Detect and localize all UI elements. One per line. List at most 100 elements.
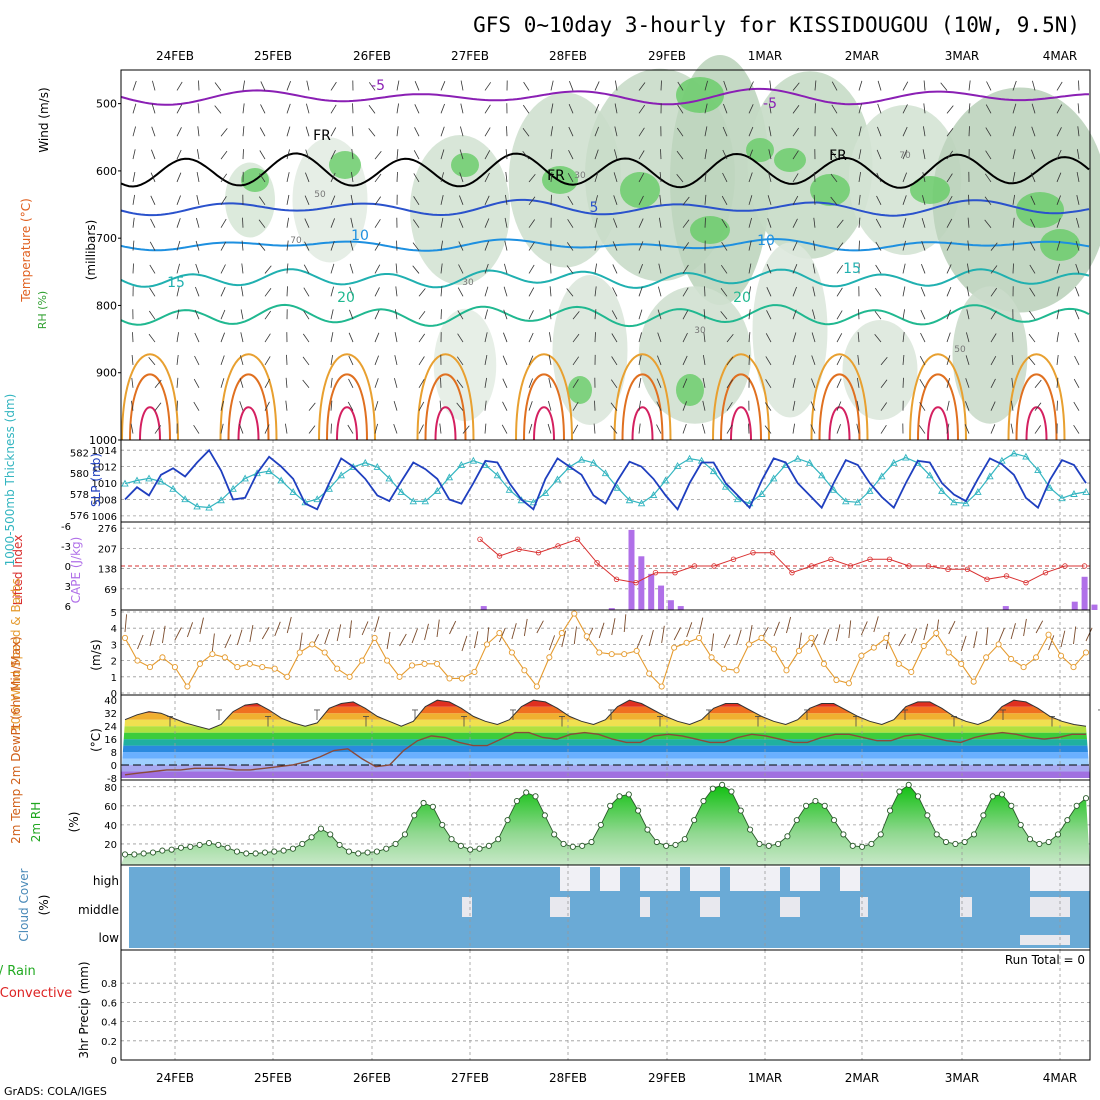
cloud-mid-patch <box>960 897 972 917</box>
thickness-line-point <box>241 474 249 482</box>
wind-barb-10m <box>211 633 215 652</box>
wind-barb <box>1034 425 1042 434</box>
wind-barb <box>440 126 445 137</box>
side-label: RH (%) <box>36 291 49 329</box>
wind-barb <box>550 263 552 274</box>
wind-barb <box>302 356 310 366</box>
wind-barb-10m <box>773 621 780 637</box>
wind-barb <box>549 309 552 320</box>
date-label-top: 2MAR <box>845 49 880 63</box>
wind-barb <box>150 172 156 183</box>
wind-barb <box>874 310 882 320</box>
wind-speed-line-point <box>346 673 353 680</box>
wind-speed-line-point <box>633 647 640 654</box>
wind-speed-line-point <box>758 634 765 641</box>
rh-high-shading <box>810 174 850 206</box>
cloud-high-patch <box>690 867 720 891</box>
wind-barb <box>330 104 337 114</box>
wind-barb <box>659 171 662 182</box>
wind-barb <box>946 423 950 434</box>
rh-shading <box>638 286 752 424</box>
panel-frame <box>120 609 1091 696</box>
wind-barb <box>792 286 797 297</box>
wind-barb <box>836 310 843 320</box>
wind-barb <box>304 241 310 251</box>
warm-isotherm <box>318 353 376 441</box>
wind-speed-line <box>124 612 1087 688</box>
wind-barb <box>812 286 816 297</box>
wind-barb <box>638 218 644 228</box>
rh-line-point <box>569 843 576 850</box>
wind-barb <box>657 355 662 366</box>
wind-barb <box>350 240 354 251</box>
wind-barb <box>638 195 644 205</box>
thickness-line-point <box>866 486 874 494</box>
isotherm-label: FR <box>313 128 331 144</box>
rh-line-point <box>513 798 520 805</box>
wind-barb <box>568 103 574 114</box>
isotherm-label: -5 <box>371 78 385 94</box>
wind-barb <box>612 287 618 297</box>
wind-barb <box>722 172 728 183</box>
wind-speed-line-point <box>945 649 952 656</box>
thickness-line-point <box>974 487 982 495</box>
wind-barb <box>858 172 861 183</box>
wind-barb <box>1056 240 1061 251</box>
li-tick-label: -6 <box>61 522 71 533</box>
wind-barb <box>264 288 272 297</box>
wind-barb-10m <box>224 634 232 649</box>
wind-barb <box>242 80 245 91</box>
wind-barb <box>241 263 244 274</box>
cloud-mid-patch <box>1030 897 1070 917</box>
thickness-line-point <box>445 473 454 481</box>
wind-barb <box>351 149 354 160</box>
wind-barb <box>197 126 200 137</box>
chart-title: GFS 0~10day 3-hourly for KISSIDOUGOU (10… <box>473 13 1080 37</box>
tick-label: 1006 <box>92 512 117 523</box>
rh-high-shading <box>1040 229 1080 261</box>
thickness-line-point <box>1058 494 1066 502</box>
footer-credit: GrADS: COLA/IGES <box>4 1085 107 1098</box>
rh-line-point <box>392 840 399 847</box>
wind-barb-10m <box>374 616 380 633</box>
cape-tick-label: 69 <box>104 585 117 596</box>
wind-speed-line-point <box>146 664 154 671</box>
wind-barb <box>572 424 579 434</box>
wind-barb <box>456 379 464 389</box>
wind-barb <box>393 423 398 434</box>
wind-barb <box>921 240 926 251</box>
wind-barb <box>792 82 800 91</box>
thickness-line-point <box>253 469 261 477</box>
wind-barb <box>902 104 908 114</box>
wind-barb <box>286 194 290 205</box>
wind-barb <box>459 172 464 183</box>
wind-barb <box>682 378 688 388</box>
rh-line-point <box>961 838 968 846</box>
wind-barb <box>721 218 728 228</box>
thickness-line-point <box>409 497 418 505</box>
warm-isotherm <box>1007 353 1066 441</box>
wind-barb <box>150 195 156 205</box>
thickness-line-point <box>637 499 646 507</box>
wind-speed-line-point <box>246 660 253 667</box>
warm-isotherm <box>1025 406 1048 441</box>
isotherm-label: 20 <box>337 290 355 306</box>
rh-line-point <box>625 791 632 798</box>
wind-barb <box>614 103 618 114</box>
wind-barb <box>394 377 398 388</box>
thickness-line-point <box>337 471 345 479</box>
date-label-bottom: 29FEB <box>648 1071 686 1085</box>
wind-barb <box>195 240 200 251</box>
wind-barb <box>1012 194 1015 205</box>
rh-line-point <box>588 838 595 846</box>
date-label-top: 29FEB <box>648 49 686 63</box>
temp-band <box>121 739 1090 746</box>
cloud-high-patch <box>600 867 620 891</box>
wind-barb <box>197 103 200 114</box>
lifted-index-point <box>925 563 932 569</box>
wind-barb-10m <box>236 629 243 646</box>
wind-barb <box>413 150 420 160</box>
wind-barb <box>528 310 534 320</box>
wind-speed-line-point <box>596 649 603 656</box>
wind-barb <box>768 149 772 160</box>
